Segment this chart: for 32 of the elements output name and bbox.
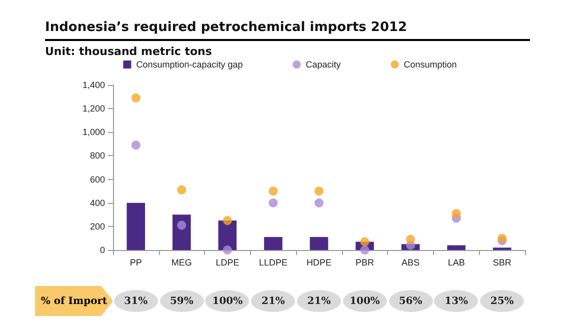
x-tick-label: MEG <box>171 258 192 268</box>
chart-title: Indonesia’s required petrochemical imports 2012 <box>45 20 530 41</box>
x-tick-label: LDPE <box>216 258 240 268</box>
x-tick-label: PBR <box>356 258 375 268</box>
text: 31% <box>114 290 158 312</box>
text: % of Import <box>35 286 113 316</box>
text: 59% <box>160 290 204 312</box>
text: 13% <box>434 290 478 312</box>
legend-label: Capacity <box>306 60 342 70</box>
text: 100% <box>342 290 387 312</box>
text: 21% <box>297 290 341 312</box>
y-tick-label: 1,400 <box>82 80 105 90</box>
chart-subtitle: Unit: thousand metric tons <box>45 45 213 58</box>
text: 21% <box>251 290 296 312</box>
legend-label: Consumption <box>404 60 457 70</box>
text: 25% <box>480 290 524 312</box>
text: 100% <box>205 290 250 312</box>
text: 56% <box>388 290 433 312</box>
x-tick-label: PP <box>130 258 142 268</box>
x-tick-label: LLDPE <box>258 258 288 268</box>
y-tick-label: 1,200 <box>82 104 105 114</box>
y-tick-label: 1,000 <box>82 127 105 138</box>
x-tick-label: LAB <box>448 258 465 268</box>
legend-label: Consumption-capacity gap <box>136 60 243 70</box>
y-tick-label: 200 <box>90 221 105 232</box>
y-tick-label: 400 <box>90 198 105 208</box>
x-tick-label: ABS <box>402 258 420 268</box>
y-tick-label: 800 <box>90 150 105 161</box>
y-tick-label: 600 <box>90 174 105 184</box>
x-tick-label: HDPE <box>306 258 332 268</box>
y-tick-label: 0 <box>100 245 105 255</box>
x-tick-label: SBR <box>492 258 512 268</box>
